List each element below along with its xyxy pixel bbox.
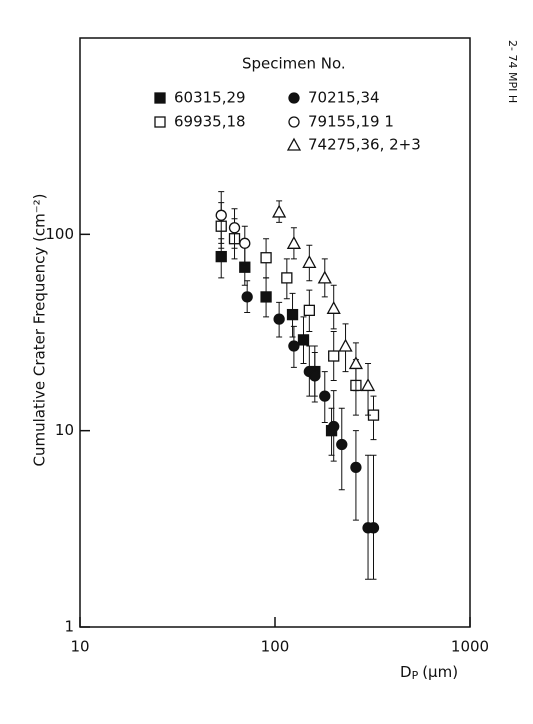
error-bar <box>352 430 359 521</box>
legend-label: 69935,18 <box>174 113 246 131</box>
y-tick-label: 10 <box>55 421 74 439</box>
x-tick-label: 10 <box>70 638 89 656</box>
marker <box>272 204 287 218</box>
marker <box>286 308 299 321</box>
marker <box>348 356 364 370</box>
legend-marker <box>154 92 166 104</box>
plot-frame <box>79 37 471 628</box>
marker <box>328 350 340 362</box>
marker <box>336 438 348 451</box>
x-label-sub: P <box>412 669 419 682</box>
y-tick-label: 1 <box>64 618 74 636</box>
marker <box>317 270 332 284</box>
marker <box>239 237 251 249</box>
error-bar <box>365 454 372 580</box>
marker <box>215 250 227 263</box>
legend-marker <box>286 137 302 151</box>
y-tick-label: 100 <box>45 225 74 243</box>
x-label-unit: (μm) <box>422 663 458 681</box>
side-note: 2- 74 MPI H <box>506 40 519 103</box>
legend-label: 74275,36, 2+3 <box>308 136 421 154</box>
marker <box>228 222 241 234</box>
marker <box>281 272 293 284</box>
x-tick-label: 1000 <box>451 638 489 656</box>
marker <box>260 252 272 264</box>
marker <box>297 334 310 346</box>
y-axis-label: Cumulative Crater Frequency (cm⁻²) <box>31 193 49 466</box>
marker <box>260 291 272 303</box>
marker <box>215 209 227 221</box>
marker <box>309 370 321 382</box>
marker <box>286 235 301 249</box>
marker <box>328 420 340 433</box>
marker <box>360 378 376 392</box>
legend-label: 70215,34 <box>308 89 380 107</box>
legend-marker <box>288 116 300 128</box>
marker <box>241 291 253 303</box>
marker <box>288 340 300 352</box>
marker <box>302 254 317 268</box>
marker <box>303 304 315 317</box>
legend-marker <box>154 116 166 128</box>
legend-marker <box>288 92 300 104</box>
marker <box>319 390 331 402</box>
marker <box>367 522 380 534</box>
legend-label: 60315,29 <box>174 89 246 107</box>
marker <box>326 300 341 314</box>
marker <box>338 338 353 352</box>
x-tick-label: 100 <box>261 638 290 656</box>
x-label-main: D <box>400 663 412 681</box>
legend-title: Specimen No. <box>242 55 346 73</box>
legend-label: 79155,19 1 <box>308 113 394 131</box>
error-bar <box>370 454 377 580</box>
x-axis-label: DP (μm) <box>400 663 458 683</box>
marker <box>350 461 362 474</box>
marker <box>273 313 285 325</box>
